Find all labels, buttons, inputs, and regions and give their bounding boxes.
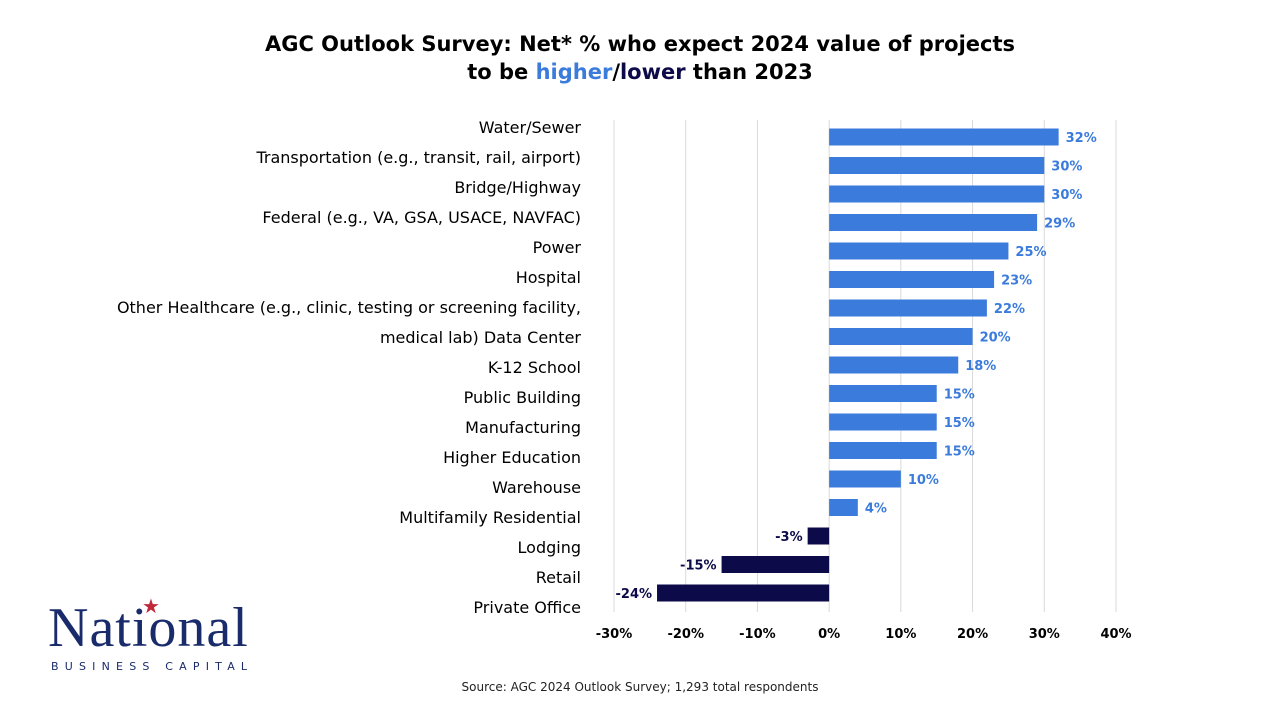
category-label: Multifamily Residential <box>399 508 581 527</box>
bar <box>829 157 1045 174</box>
data-label: -3% <box>775 530 802 545</box>
bar <box>829 299 987 317</box>
category-label: Warehouse <box>492 478 581 497</box>
category-label: medical lab) Data Center <box>379 328 581 347</box>
category-label: Lodging <box>517 538 581 557</box>
data-label: 10% <box>908 473 939 488</box>
category-label: Manufacturing <box>465 418 581 437</box>
bar <box>829 442 937 459</box>
category-label: Public Building <box>463 388 581 407</box>
x-tick-label: -10% <box>739 627 776 642</box>
bar <box>829 185 1045 203</box>
data-label: 29% <box>1044 217 1075 232</box>
x-tick-label: 0% <box>818 627 840 642</box>
data-label: -15% <box>680 559 717 574</box>
category-labels: Water/Sewer Transportation (e.g., transit… <box>60 0 581 720</box>
data-label: 15% <box>944 445 975 460</box>
title-suffix: than 2023 <box>685 60 813 84</box>
data-label: 30% <box>1051 188 1082 203</box>
data-label: 15% <box>944 416 975 431</box>
bar <box>807 527 830 545</box>
x-tick-label: -30% <box>596 627 633 642</box>
logo-wordmark: National <box>48 597 249 659</box>
data-label: 30% <box>1051 160 1082 175</box>
data-label: 22% <box>994 302 1025 317</box>
data-label: 32% <box>1066 131 1097 146</box>
x-tick-label: 20% <box>957 627 988 642</box>
category-label: Transportation (e.g., transit, rail, air… <box>256 148 581 167</box>
category-label: K-12 School <box>487 358 581 377</box>
x-tick-label: -20% <box>667 627 704 642</box>
category-label: Water/Sewer <box>478 118 581 137</box>
logo-subtitle: BUSINESS CAPITAL <box>51 660 254 673</box>
title-slash: / <box>612 60 620 84</box>
bar <box>829 242 1009 260</box>
x-tick-label: 30% <box>1029 627 1060 642</box>
data-label: 23% <box>1001 274 1032 289</box>
data-label: 18% <box>965 359 996 374</box>
chart-title-line2: to be higher/lower than 2023 <box>0 58 1280 86</box>
category-label: Private Office <box>473 598 581 617</box>
category-label: Federal (e.g., VA, GSA, USACE, NAVFAC) <box>262 208 581 227</box>
bar <box>829 214 1038 231</box>
title-prefix: to be <box>467 60 536 84</box>
x-tick-label: 10% <box>885 627 916 642</box>
x-tick-label: 40% <box>1100 627 1131 642</box>
data-label: 4% <box>865 502 887 517</box>
title-lower: lower <box>619 60 686 84</box>
category-label: Hospital <box>515 268 581 287</box>
category-label: Power <box>532 238 581 257</box>
bar <box>829 328 973 345</box>
bar <box>721 556 830 573</box>
bar <box>829 413 937 431</box>
category-label: Other Healthcare (e.g., clinic, testing … <box>116 298 581 317</box>
bar <box>829 385 937 402</box>
data-label: 20% <box>980 331 1011 346</box>
chart-title: AGC Outlook Survey: Net* % who expect 20… <box>0 30 1280 86</box>
chart-title-line1: AGC Outlook Survey: Net* % who expect 20… <box>264 32 1016 56</box>
title-higher: higher <box>535 60 613 84</box>
bar <box>829 499 858 516</box>
bar <box>829 271 995 288</box>
category-label: Retail <box>535 568 581 587</box>
source-note: Source: AGC 2024 Outlook Survey; 1,293 t… <box>461 680 819 694</box>
data-label: -24% <box>616 587 653 602</box>
national-business-capital-logo: National ★ BUSINESS CAPITAL <box>48 594 288 680</box>
category-label: Higher Education <box>443 448 581 467</box>
bar <box>829 470 901 488</box>
star-icon: ★ <box>142 594 160 618</box>
bar <box>829 128 1059 146</box>
data-label: 25% <box>1015 245 1046 260</box>
bar <box>657 584 830 602</box>
bar <box>829 356 959 374</box>
data-label: 15% <box>944 388 975 403</box>
category-label: Bridge/Highway <box>454 178 581 197</box>
